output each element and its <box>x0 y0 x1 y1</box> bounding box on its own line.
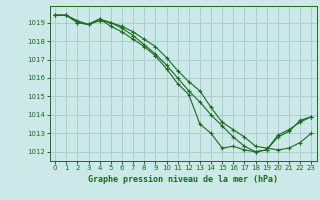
X-axis label: Graphe pression niveau de la mer (hPa): Graphe pression niveau de la mer (hPa) <box>88 175 278 184</box>
